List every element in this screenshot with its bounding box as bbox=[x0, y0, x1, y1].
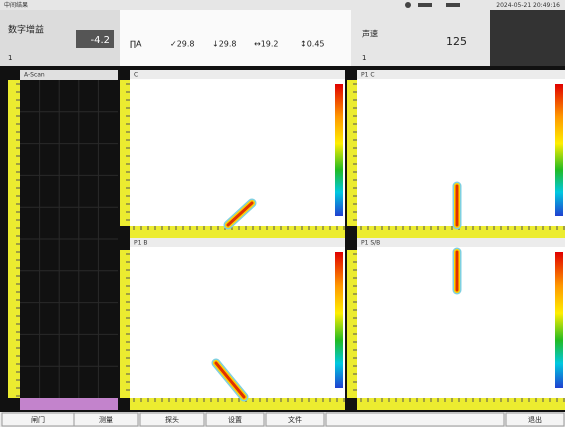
screen: 中间结果 2024-05-21 20:49:16 数字增益 -4.2 1 ∏A ✓… bbox=[0, 0, 565, 427]
gain-label: 数字增益 bbox=[8, 24, 44, 36]
readings-panel bbox=[120, 10, 351, 66]
velocity-sub: 1 bbox=[362, 54, 366, 62]
view-title: P1 C bbox=[361, 72, 375, 79]
velocity-label: 声速 bbox=[362, 29, 378, 39]
view-header bbox=[357, 238, 565, 247]
button-blank bbox=[326, 413, 504, 426]
velocity-value: 125 bbox=[446, 35, 467, 48]
color-bar bbox=[555, 252, 563, 388]
view-title: P1 B bbox=[134, 240, 147, 247]
reading: ↕0.45 bbox=[300, 40, 325, 49]
view-header bbox=[130, 70, 345, 79]
gain-sub: 1 bbox=[8, 54, 12, 62]
reading: ∏A bbox=[130, 40, 142, 49]
button-label: 闸门 bbox=[31, 415, 45, 424]
color-bar bbox=[335, 252, 343, 388]
button-label: 测量 bbox=[99, 416, 113, 424]
view-title: A-Scan bbox=[24, 72, 45, 79]
ruler bbox=[347, 250, 357, 398]
status-icon bbox=[446, 3, 460, 7]
ruler bbox=[8, 80, 20, 398]
status-bar bbox=[0, 0, 565, 10]
view-title: P1 S/B bbox=[361, 240, 380, 247]
reading: ↓29.8 bbox=[212, 40, 237, 49]
view-title: C bbox=[134, 72, 138, 79]
status-title: 中间结果 bbox=[4, 1, 28, 9]
view-plot bbox=[130, 79, 345, 226]
header-blank bbox=[490, 10, 565, 66]
color-bar bbox=[555, 84, 563, 216]
button-label: 退出 bbox=[528, 415, 542, 424]
ruler bbox=[120, 250, 130, 398]
button-label: 探头 bbox=[165, 415, 179, 424]
ruler bbox=[357, 398, 565, 410]
ruler bbox=[357, 226, 565, 238]
status-icon bbox=[405, 2, 411, 8]
reading: ↔19.2 bbox=[254, 40, 279, 49]
color-bar bbox=[335, 84, 343, 216]
status-icon bbox=[418, 3, 432, 7]
view-header bbox=[357, 70, 565, 79]
button-label: 文件 bbox=[288, 415, 302, 424]
gain-value: -4.2 bbox=[90, 35, 110, 46]
status-time: 2024-05-21 20:49:16 bbox=[496, 2, 560, 9]
view-header bbox=[130, 238, 345, 247]
view-plot bbox=[130, 247, 345, 398]
button-label: 设置 bbox=[228, 415, 242, 424]
a-scan-bar bbox=[20, 398, 118, 410]
reading: ✓29.8 bbox=[170, 40, 195, 49]
